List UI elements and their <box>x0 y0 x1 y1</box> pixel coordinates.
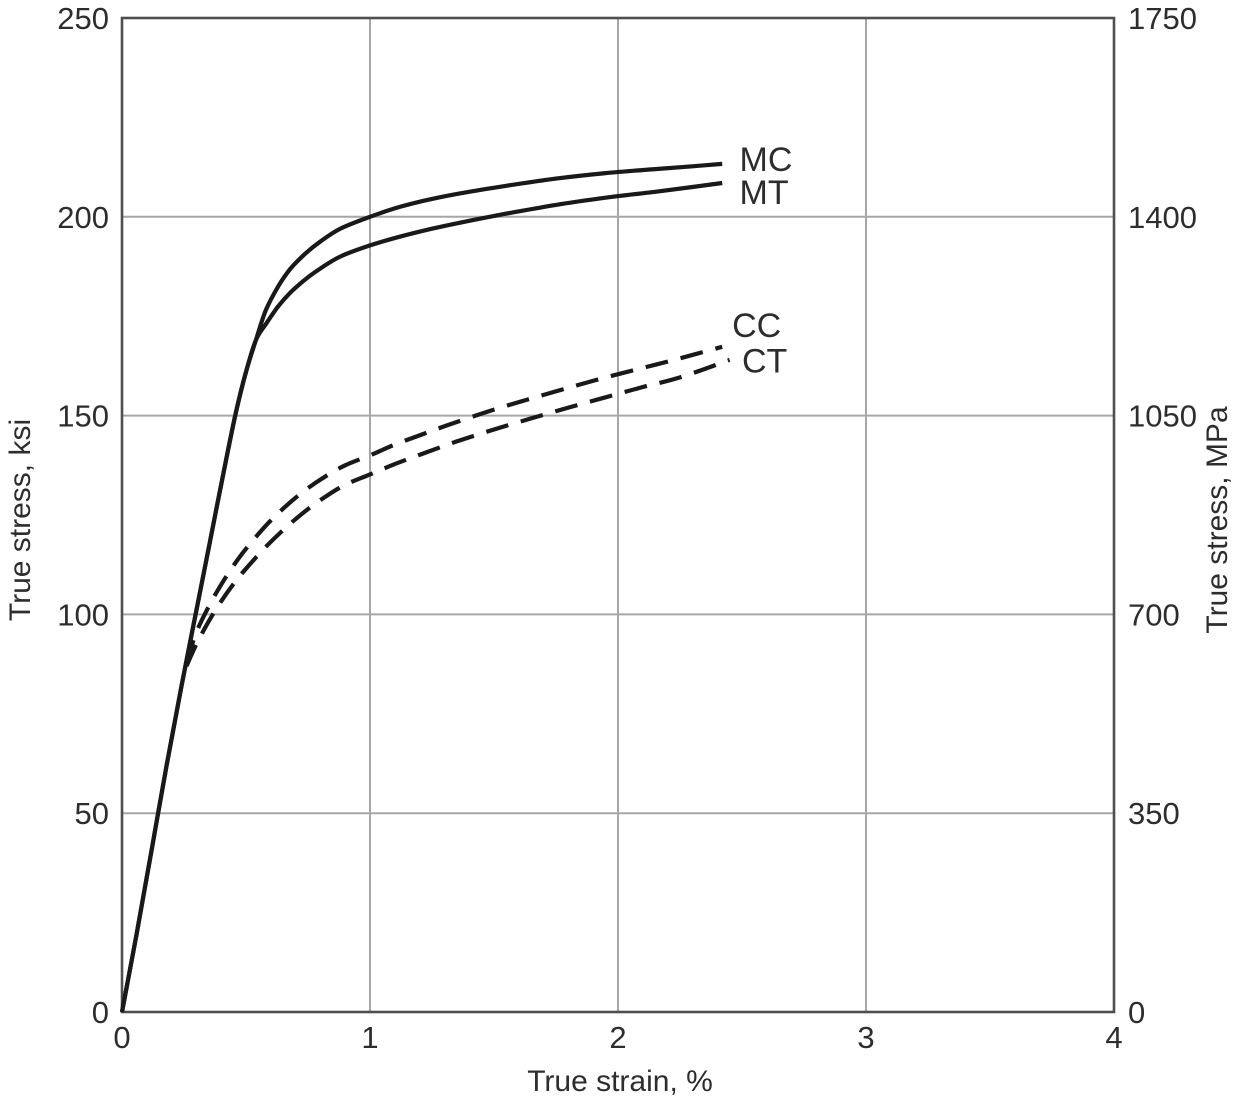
left-y-tick-label: 100 <box>57 597 109 632</box>
x-tick-label: 4 <box>1105 1020 1122 1055</box>
right-y-tick-label: 700 <box>1128 597 1180 632</box>
x-tick-label: 2 <box>609 1020 626 1055</box>
left-y-tick-label: 200 <box>57 200 109 235</box>
right-y-axis-title: True stress, MPa <box>1201 406 1234 634</box>
series-path-MT <box>119 180 723 1013</box>
right-y-tick-label: 1050 <box>1128 399 1197 434</box>
series-label-CT: CT <box>742 343 787 381</box>
left-y-tick-label: 150 <box>57 399 109 434</box>
left-y-tick-label: 50 <box>75 796 109 831</box>
x-tick-label: 1 <box>361 1020 378 1055</box>
plot-border <box>120 16 1116 1014</box>
right-y-tick-label: 1400 <box>1128 200 1197 235</box>
series-label-MT: MT <box>740 174 789 212</box>
right-y-tick-label: 1750 <box>1128 1 1197 36</box>
left-y-tick-label: 0 <box>92 995 109 1030</box>
x-tick-label: 3 <box>857 1020 874 1055</box>
series-label-CC: CC <box>732 307 781 345</box>
x-tick-label: 0 <box>113 1020 130 1055</box>
x-axis-title: True strain, % <box>527 1065 713 1098</box>
right-y-tick-label: 0 <box>1128 995 1145 1030</box>
right-y-tick-label: 350 <box>1128 796 1180 831</box>
plot-layer: 0 1 2 3 40501001502002500350700105014001750M… <box>57 1 1197 1055</box>
left-y-tick-label: 250 <box>57 1 109 36</box>
series-path-CC <box>184 344 723 663</box>
series-label-MC: MC <box>740 141 793 179</box>
series-path-CT <box>184 357 731 667</box>
left-y-axis-title: True stress, ksi <box>4 419 37 621</box>
series-path-MC <box>119 161 723 1013</box>
